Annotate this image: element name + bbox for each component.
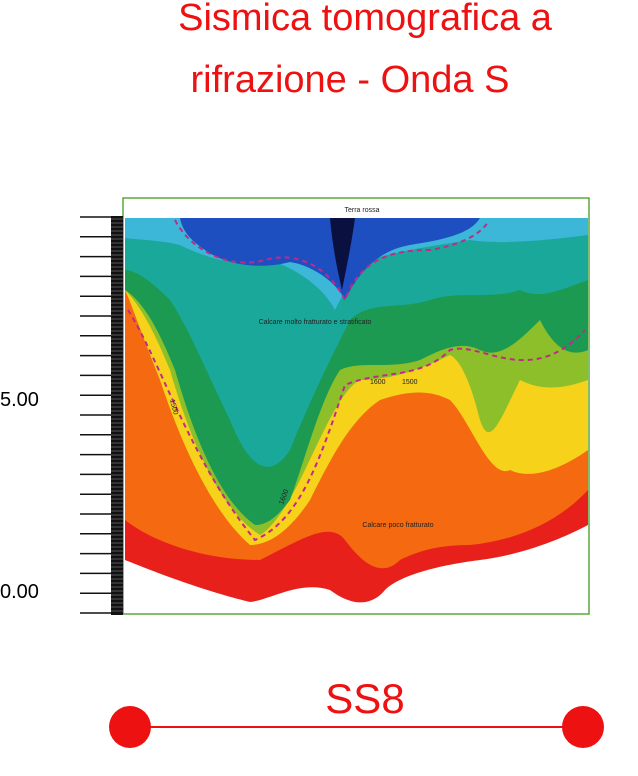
section-label: SS8 (325, 675, 404, 722)
axis-label: 5.00 (0, 389, 39, 411)
section-end (562, 706, 604, 748)
contour-label: 1500 (402, 379, 418, 386)
axis-label: 0.00 (0, 581, 39, 603)
title-line: Sismica tomografica a (178, 0, 553, 39)
annotation: Calcare molto fratturato e stratificato (259, 319, 372, 326)
contour-label: 1600 (370, 379, 386, 386)
contour-label: 1500 (168, 399, 179, 416)
contour-label: 1600 (278, 489, 290, 506)
title-line: rifrazione - Onda S (191, 59, 510, 101)
section-end (109, 706, 151, 748)
tomography (125, 218, 588, 603)
annotation: Terra rossa (344, 207, 379, 214)
depth-ruler (80, 216, 123, 615)
annotation: Calcare poco fratturato (362, 522, 433, 529)
